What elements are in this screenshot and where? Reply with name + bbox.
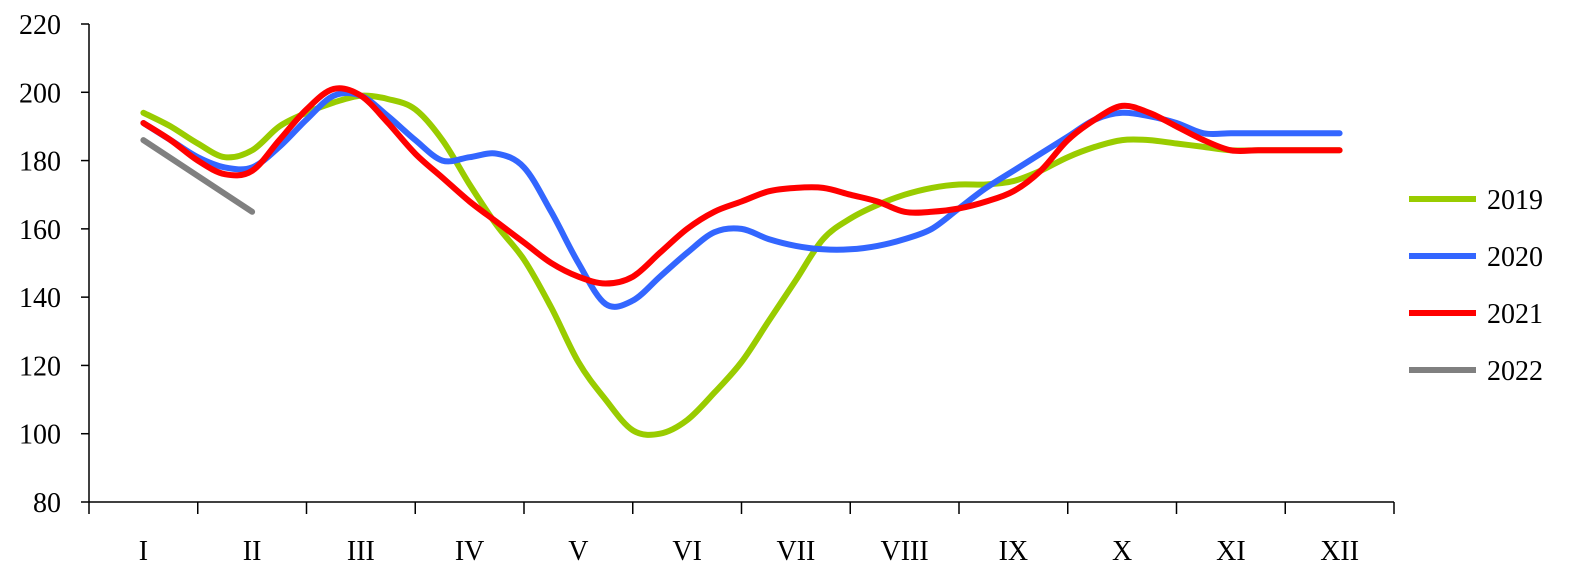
x-tick-label: XI [1216, 536, 1246, 567]
x-tick-label: XII [1320, 536, 1359, 567]
series-line-2020 [140, 89, 1343, 310]
x-tick-label: IV [455, 536, 485, 567]
legend-label-2020: 2020 [1487, 242, 1543, 273]
x-axis: I II III IV V VI VII VIII IX X XI XII [88, 501, 1395, 567]
x-tick-label: V [568, 536, 588, 567]
y-tick-label: 80 [33, 488, 61, 519]
y-tick-label: 140 [19, 283, 61, 314]
legend: 2019 2020 2021 2022 [1409, 185, 1543, 387]
x-tick-label: VIII [881, 536, 929, 567]
legend-label-2019: 2019 [1487, 185, 1543, 216]
x-tick-label: VII [776, 536, 815, 567]
legend-label-2022: 2022 [1487, 356, 1543, 387]
series-line-2022 [140, 137, 256, 215]
y-tick-label: 220 [19, 10, 61, 41]
y-axis: 80 100 120 140 160 180 200 220 [19, 10, 90, 519]
series-line-2021 [140, 85, 1343, 287]
y-tick-label: 180 [19, 147, 61, 178]
legend-label-2021: 2021 [1487, 299, 1543, 330]
series-layer [140, 85, 1343, 438]
x-tick-label: X [1112, 536, 1132, 567]
x-tick-label: IX [999, 536, 1029, 567]
y-tick-label: 120 [19, 351, 61, 382]
y-tick-label: 100 [19, 420, 61, 451]
y-tick-label: 160 [19, 215, 61, 246]
x-tick-label: III [347, 536, 375, 567]
x-tick-label: I [139, 536, 148, 567]
x-tick-label: II [243, 536, 262, 567]
series-line-2019 [140, 92, 1343, 438]
x-tick-label: VI [672, 536, 702, 567]
y-tick-label: 200 [19, 78, 61, 109]
